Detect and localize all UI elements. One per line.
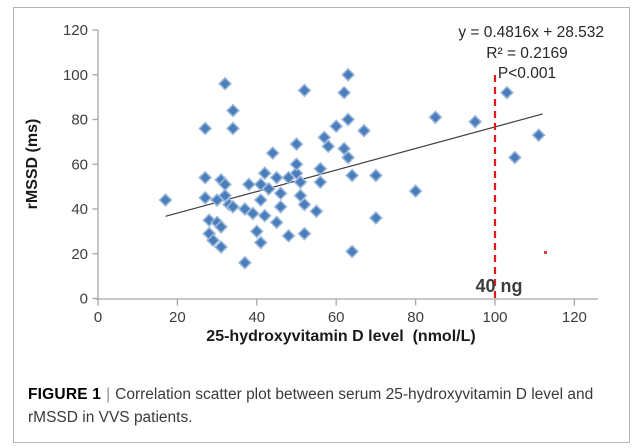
scatter-point	[531, 128, 546, 143]
scatter-point	[293, 188, 308, 203]
scatter-point	[313, 161, 328, 176]
scatter-point	[253, 235, 268, 250]
x-axis-title: 25-hydroxyvitamin D level (nmol/L)	[206, 328, 475, 345]
scatter-point	[408, 184, 423, 199]
x-tick-label: 80	[407, 309, 424, 326]
scatter-point	[313, 175, 328, 190]
caption-text: Correlation scatter plot between serum 2…	[28, 386, 594, 426]
scatter-point	[345, 168, 360, 183]
scatter-point	[206, 233, 221, 248]
scatter-point	[368, 210, 383, 225]
y-tick-label: 60	[71, 156, 88, 173]
scatter-point	[337, 141, 352, 156]
scatter-point	[198, 190, 213, 205]
scatter-point	[309, 204, 324, 219]
figure-panel-border	[13, 7, 630, 443]
scatter-point	[317, 130, 332, 145]
y-tick-labels: 0 20 40 60 80 100 120	[63, 22, 88, 308]
scatter-point	[257, 166, 272, 181]
y-tick-label: 20	[71, 246, 88, 263]
y-axis-title: rMSSD (ms)	[24, 119, 41, 210]
scatter-point	[253, 177, 268, 192]
scatter-point	[245, 206, 260, 221]
scatter-point	[297, 226, 312, 241]
scatter-point	[237, 255, 252, 270]
scatter-point	[273, 199, 288, 214]
threshold-label: 40 ng	[475, 276, 522, 296]
x-tick-label: 20	[169, 309, 186, 326]
figure-caption: FIGURE 1 | Correlation scatter plot betwee…	[28, 384, 620, 430]
caption-separator: |	[106, 386, 111, 403]
scatter-point	[214, 240, 229, 254]
scatter-point	[329, 119, 344, 134]
y-tick-label: 0	[80, 291, 88, 308]
stray-red-dot	[544, 251, 547, 254]
scatter-point	[249, 224, 264, 239]
scatter-points	[158, 67, 546, 270]
scatter-point	[368, 168, 383, 183]
scatter-point	[507, 150, 522, 165]
x-tick-labels: 0 20 40 60 80 100 120	[94, 309, 587, 326]
scatter-point	[293, 175, 308, 190]
scatter-point	[241, 177, 256, 192]
scatter-point	[218, 188, 233, 203]
scatter-point	[218, 76, 233, 91]
x-tick-label: 120	[562, 309, 587, 326]
scatter-point	[269, 170, 284, 185]
x-tick-label: 40	[248, 309, 265, 326]
y-tick-label: 40	[71, 201, 88, 218]
scatter-point	[289, 166, 304, 181]
scatter-point	[273, 186, 288, 201]
scatter-point	[198, 121, 213, 136]
scatter-point	[357, 123, 371, 138]
p-value-label: P<0.001	[498, 65, 556, 82]
x-tick-label: 100	[482, 309, 507, 326]
equation-label: y = 0.4816x + 28.532	[458, 24, 604, 41]
scatter-point	[269, 215, 284, 230]
scatter-point	[341, 112, 356, 127]
scatter-point	[341, 67, 356, 82]
scatter-point	[499, 85, 514, 100]
scatter-point	[265, 146, 280, 161]
r-squared-label: R² = 0.2169	[486, 45, 567, 62]
scatter-point	[337, 85, 352, 100]
y-tick-label: 100	[63, 67, 88, 84]
scatter-point	[214, 219, 229, 234]
scatter-point	[261, 181, 276, 196]
scatter-point	[289, 137, 304, 152]
scatter-point	[198, 170, 213, 185]
scatter-point	[321, 139, 336, 154]
scatter-point	[226, 199, 240, 214]
y-tick-label: 120	[63, 22, 88, 39]
scatter-point	[226, 121, 240, 136]
scatter-point	[428, 110, 443, 125]
scatter-point	[253, 193, 268, 208]
scatter-point	[226, 103, 240, 118]
x-tick-label: 0	[94, 309, 102, 326]
caption-label: FIGURE 1	[28, 386, 102, 403]
scatter-point	[297, 83, 312, 98]
scatter-point	[468, 114, 483, 129]
scatter-point	[158, 193, 173, 208]
scatter-point	[341, 150, 356, 165]
y-tick-label: 80	[71, 112, 88, 129]
scatter-point	[297, 197, 312, 212]
scatter-point	[289, 157, 304, 172]
axes	[92, 29, 598, 306]
scatter-point	[345, 244, 360, 259]
scatter-chart: 0 20 40 60 80 100 120 0 20 40 60 80 100 120 y = 0.48…	[24, 22, 604, 345]
scatter-point	[281, 228, 296, 243]
x-tick-label: 60	[328, 309, 345, 326]
scatter-point	[257, 208, 272, 223]
